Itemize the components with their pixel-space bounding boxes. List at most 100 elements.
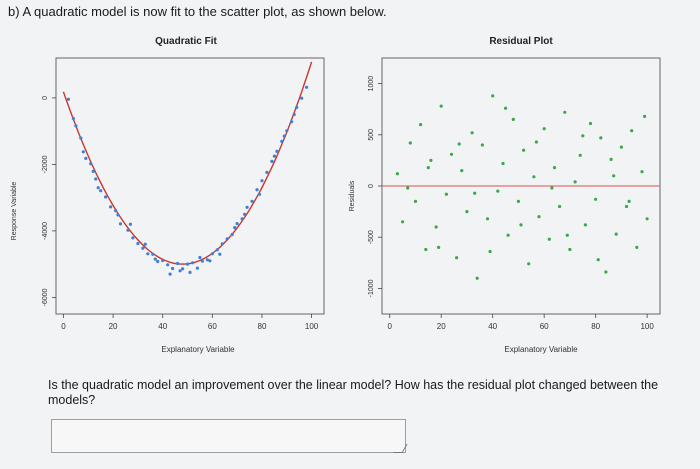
y-tick-label: -4000: [42, 222, 49, 240]
data-point: [444, 192, 448, 196]
data-point: [171, 266, 175, 271]
x-tick-label: 60: [208, 322, 217, 331]
data-point: [480, 143, 484, 147]
data-point: [401, 220, 405, 224]
data-point: [488, 249, 492, 254]
data-point: [527, 262, 531, 266]
data-point: [635, 245, 639, 249]
data-point: [455, 256, 459, 260]
data-point: [552, 166, 557, 170]
data-point: [156, 259, 160, 264]
data-point: [609, 157, 613, 161]
data-point: [504, 106, 508, 110]
data-point: [473, 191, 477, 195]
data-point: [280, 139, 284, 143]
x-tick-label: 80: [591, 322, 600, 331]
x-axis-label: Explanatory Variable: [161, 345, 235, 354]
data-point: [141, 246, 145, 250]
data-point: [198, 255, 202, 260]
y-tick-label: -500: [368, 230, 375, 244]
data-point: [424, 247, 428, 252]
data-point: [143, 242, 147, 246]
data-point: [190, 261, 195, 265]
x-tick-label: 0: [61, 322, 66, 331]
data-point: [583, 223, 587, 227]
x-tick-label: 100: [305, 322, 319, 331]
data-point: [136, 241, 140, 246]
y-tick-label: 1000: [368, 76, 375, 92]
data-point: [434, 225, 438, 229]
data-point: [96, 186, 100, 190]
data-point: [630, 129, 634, 133]
data-point: [511, 117, 515, 121]
data-point: [243, 212, 247, 216]
residual-plot-chart: Residual Plot 0 20 40 60 80 100 -1000 -500 0 500 10…: [349, 36, 661, 354]
data-point: [128, 222, 132, 226]
data-point: [573, 180, 577, 184]
data-point: [116, 213, 120, 217]
data-point: [109, 205, 113, 209]
data-point: [550, 186, 554, 190]
data-point: [225, 237, 229, 241]
data-point: [300, 96, 304, 100]
y-axis-label: Residuals: [349, 180, 356, 211]
data-point: [210, 252, 214, 256]
data-point: [596, 258, 600, 262]
data-point: [578, 153, 582, 157]
x-tick-label: 40: [158, 322, 167, 331]
data-point: [290, 120, 294, 124]
answer-textbox[interactable]: [51, 419, 406, 453]
data-point: [185, 262, 190, 266]
data-point: [250, 199, 254, 203]
data-point: [233, 226, 237, 230]
data-point: [146, 252, 150, 256]
data-point: [437, 245, 441, 249]
data-point: [181, 267, 185, 271]
data-point: [305, 85, 309, 89]
data-point: [542, 127, 546, 131]
data-point: [292, 112, 296, 117]
data-point: [475, 276, 479, 280]
data-point: [439, 104, 443, 108]
data-point: [429, 158, 433, 162]
data-point: [519, 223, 523, 227]
data-point: [79, 136, 83, 140]
data-point: [153, 257, 157, 261]
data-point: [245, 205, 249, 209]
x-tick-label: 0: [387, 322, 392, 331]
data-point: [558, 204, 562, 209]
x-tick-label: 40: [488, 322, 497, 331]
y-tick-label: 0: [368, 184, 375, 188]
data-point: [205, 258, 209, 262]
data-point: [604, 270, 608, 274]
x-tick-label: 100: [640, 322, 654, 331]
data-point: [534, 140, 538, 144]
data-point: [285, 129, 289, 133]
question-text: Is the quadratic model an improvement ov…: [48, 378, 659, 407]
data-point: [563, 110, 567, 114]
data-point: [275, 149, 279, 153]
data-point: [265, 170, 269, 174]
data-point: [295, 105, 299, 110]
data-point: [645, 217, 649, 221]
residual-plot-panel: Residual Plot 0 20 40 60 80 100 -1000 -500 0 500 10…: [340, 26, 670, 366]
data-point: [532, 175, 536, 179]
data-point: [166, 263, 170, 267]
data-point: [449, 152, 454, 156]
data-point: [624, 204, 629, 209]
data-point: [200, 259, 204, 263]
data-point: [419, 123, 423, 127]
data-point: [71, 116, 75, 121]
data-point: [506, 233, 510, 237]
y-tick-label: 0: [42, 96, 49, 100]
x-tick-label: 60: [540, 322, 549, 331]
data-point: [522, 148, 526, 152]
data-point: [230, 232, 234, 237]
data-point: [168, 272, 172, 276]
y-tick-label: 500: [368, 129, 375, 141]
data-point: [114, 209, 118, 213]
data-point: [195, 266, 199, 270]
data-point: [594, 197, 598, 201]
data-point: [491, 94, 495, 98]
chart-title: Quadratic Fit: [155, 36, 217, 47]
